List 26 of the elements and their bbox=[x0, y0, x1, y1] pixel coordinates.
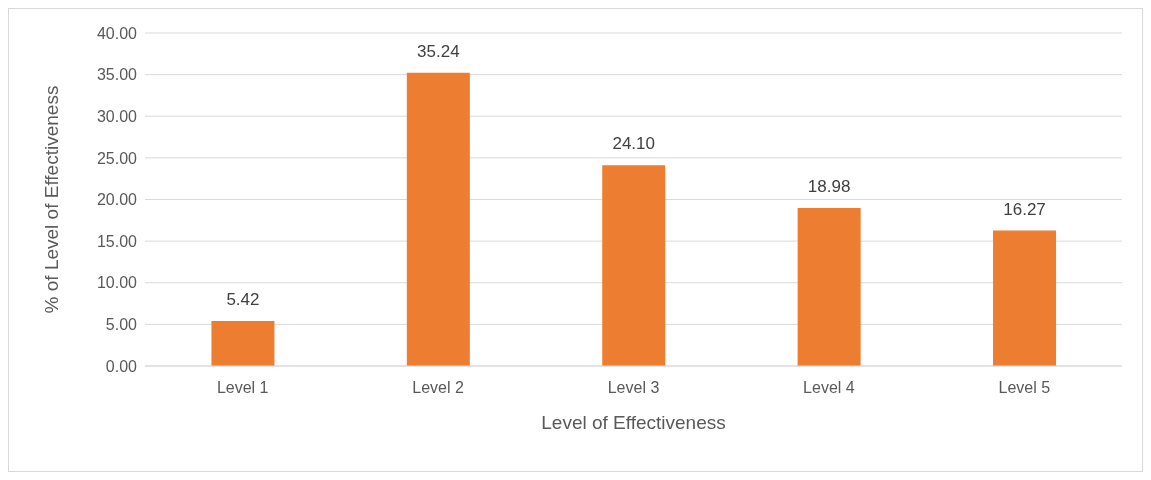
data-label: 18.98 bbox=[807, 176, 851, 196]
x-tick-label: Level 1 bbox=[216, 379, 269, 397]
bar bbox=[797, 207, 861, 366]
y-axis-title: % of Level of Effectiveness bbox=[40, 85, 62, 314]
bar bbox=[406, 72, 470, 366]
y-tick-label: 30.00 bbox=[96, 107, 138, 125]
data-label: 35.24 bbox=[417, 41, 460, 61]
bar bbox=[602, 165, 666, 366]
data-label: 5.42 bbox=[226, 289, 260, 309]
x-tick-label: Level 4 bbox=[803, 379, 855, 397]
y-tick-label: 5.00 bbox=[105, 316, 138, 334]
x-axis-title: Level of Effectiveness bbox=[541, 412, 726, 433]
bar bbox=[993, 230, 1057, 366]
y-tick-label: 20.00 bbox=[96, 191, 138, 209]
data-label: 24.10 bbox=[612, 134, 656, 154]
y-tick-label: 25.00 bbox=[96, 149, 138, 167]
x-tick-label: Level 3 bbox=[607, 379, 660, 397]
y-tick-label: 0.00 bbox=[105, 357, 138, 375]
data-label: 16.27 bbox=[1003, 199, 1046, 219]
x-tick-label: Level 2 bbox=[412, 379, 464, 397]
x-tick-label: Level 5 bbox=[998, 379, 1051, 397]
y-tick-label: 40.00 bbox=[96, 24, 138, 42]
y-tick-label: 35.00 bbox=[96, 66, 138, 84]
y-tick-label: 10.00 bbox=[96, 274, 138, 292]
bar bbox=[211, 320, 275, 366]
y-tick-label: 15.00 bbox=[96, 232, 138, 250]
